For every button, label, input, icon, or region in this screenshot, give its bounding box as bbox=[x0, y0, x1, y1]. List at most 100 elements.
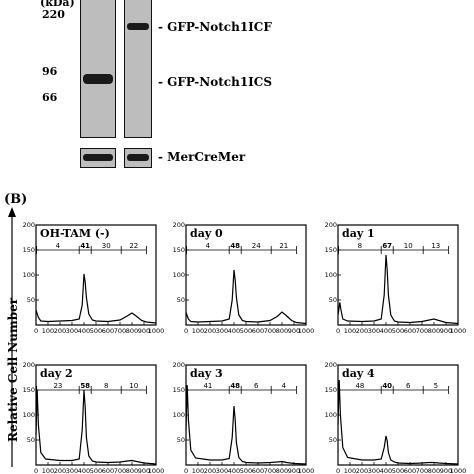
x-tick-label: 0 bbox=[34, 467, 38, 474]
x-tick-label: 700 bbox=[114, 327, 126, 335]
x-tick-label: 100 bbox=[192, 327, 204, 335]
x-tick-label: 1000 bbox=[148, 327, 165, 335]
gate-percent-label: 6 bbox=[254, 382, 259, 390]
y-tick-label: 150 bbox=[325, 246, 337, 254]
x-tick-label: 100 bbox=[42, 467, 54, 474]
x-tick-label: 700 bbox=[264, 467, 276, 474]
y-tick-label: 50 bbox=[27, 296, 35, 304]
x-tick-label: 600 bbox=[252, 327, 264, 335]
panel-title: day 3 bbox=[190, 367, 223, 380]
mercremer-lane-1 bbox=[80, 148, 116, 168]
x-tick-label: 400 bbox=[228, 327, 240, 335]
y-axis-label: Relative Cell Number bbox=[6, 297, 20, 442]
x-tick-label: 400 bbox=[380, 327, 392, 335]
x-tick-label: 1000 bbox=[298, 327, 315, 335]
x-tick-label: 0 bbox=[336, 467, 340, 474]
y-tick-label: 100 bbox=[173, 271, 185, 279]
mw-marker-66: 66 bbox=[42, 91, 58, 104]
y-tick-label: 100 bbox=[23, 271, 35, 279]
gate-percent-label: 6 bbox=[406, 382, 411, 390]
y-tick-label: 200 bbox=[23, 221, 35, 229]
y-tick-label: 200 bbox=[23, 361, 35, 369]
x-tick-label: 300 bbox=[216, 467, 228, 474]
y-tick-label: 50 bbox=[329, 436, 337, 444]
x-tick-label: 700 bbox=[264, 327, 276, 335]
histogram-series-line bbox=[35, 389, 157, 465]
mw-marker-220: 220 bbox=[42, 8, 65, 21]
x-tick-label: 500 bbox=[392, 467, 404, 474]
x-tick-label: 1000 bbox=[298, 467, 315, 474]
y-tick-label: 150 bbox=[173, 246, 185, 254]
x-tick-label: 800 bbox=[126, 327, 138, 335]
y-tick-label: 150 bbox=[173, 386, 185, 394]
x-tick-label: 500 bbox=[240, 467, 252, 474]
mercremer-lane-2 bbox=[124, 148, 152, 168]
loading-control-label: - MerCreMer bbox=[158, 150, 246, 164]
x-tick-label: 600 bbox=[404, 467, 416, 474]
x-tick-label: 100 bbox=[344, 467, 356, 474]
x-tick-label: 900 bbox=[288, 327, 300, 335]
gate-percent-label: 40 bbox=[382, 382, 392, 390]
y-tick-label: 100 bbox=[325, 411, 337, 419]
y-tick-label: 150 bbox=[23, 386, 35, 394]
gate-percent-label: 48 bbox=[230, 382, 240, 390]
panel-b-label: (B) bbox=[4, 192, 28, 207]
histogram-series-line bbox=[337, 379, 459, 465]
panel-title: day 1 bbox=[342, 227, 375, 240]
panel-title: OH-TAM (-) bbox=[40, 227, 110, 240]
gate-percent-label: 4 bbox=[56, 242, 61, 250]
y-tick-label: 100 bbox=[325, 271, 337, 279]
blot-lane-2 bbox=[124, 0, 152, 138]
gate-percent-label: 30 bbox=[102, 242, 111, 250]
gate-percent-label: 8 bbox=[104, 382, 108, 390]
y-tick-label: 100 bbox=[23, 411, 35, 419]
x-tick-label: 1000 bbox=[450, 467, 467, 474]
plot-frame bbox=[185, 224, 307, 326]
histogram-series-line bbox=[185, 269, 307, 325]
x-tick-label: 600 bbox=[252, 467, 264, 474]
band-label-icf: - GFP-Notch1ICF bbox=[158, 20, 272, 34]
x-tick-label: 900 bbox=[440, 467, 452, 474]
gate-percent-label: 23 bbox=[53, 382, 62, 390]
x-tick-label: 400 bbox=[228, 467, 240, 474]
x-tick-label: 300 bbox=[368, 327, 380, 335]
band-gfp-notch1icf bbox=[127, 23, 149, 30]
band-label-ics: - GFP-Notch1ICS bbox=[158, 75, 272, 89]
y-tick-label: 200 bbox=[173, 361, 185, 369]
gate-percent-label: 8 bbox=[358, 242, 362, 250]
x-tick-label: 800 bbox=[428, 327, 440, 335]
x-tick-label: 200 bbox=[54, 467, 66, 474]
histogram-series-line bbox=[185, 384, 307, 465]
x-tick-label: 600 bbox=[102, 467, 114, 474]
x-tick-label: 400 bbox=[380, 467, 392, 474]
gate-percent-label: 13 bbox=[431, 242, 440, 250]
x-tick-label: 0 bbox=[184, 327, 188, 335]
y-tick-label: 50 bbox=[177, 296, 185, 304]
x-tick-label: 800 bbox=[276, 327, 288, 335]
panel-title: day 4 bbox=[342, 367, 375, 380]
plot-frame bbox=[35, 224, 157, 326]
mw-marker-96: 96 bbox=[42, 65, 58, 78]
plot-frame bbox=[337, 224, 459, 326]
x-tick-label: 500 bbox=[240, 327, 252, 335]
x-tick-label: 700 bbox=[416, 467, 428, 474]
gate-percent-label: 48 bbox=[230, 242, 240, 250]
x-tick-label: 1000 bbox=[148, 467, 165, 474]
kda-unit-label: (kDa) bbox=[40, 0, 75, 9]
x-tick-label: 200 bbox=[54, 327, 66, 335]
x-tick-label: 600 bbox=[102, 327, 114, 335]
x-tick-label: 800 bbox=[428, 467, 440, 474]
gate-percent-label: 21 bbox=[279, 242, 288, 250]
x-tick-label: 500 bbox=[90, 327, 102, 335]
y-tick-label: 200 bbox=[173, 221, 185, 229]
x-tick-label: 0 bbox=[34, 327, 38, 335]
x-tick-label: 900 bbox=[138, 467, 150, 474]
x-tick-label: 400 bbox=[78, 467, 90, 474]
plot-frame bbox=[337, 364, 459, 466]
x-tick-label: 300 bbox=[368, 467, 380, 474]
